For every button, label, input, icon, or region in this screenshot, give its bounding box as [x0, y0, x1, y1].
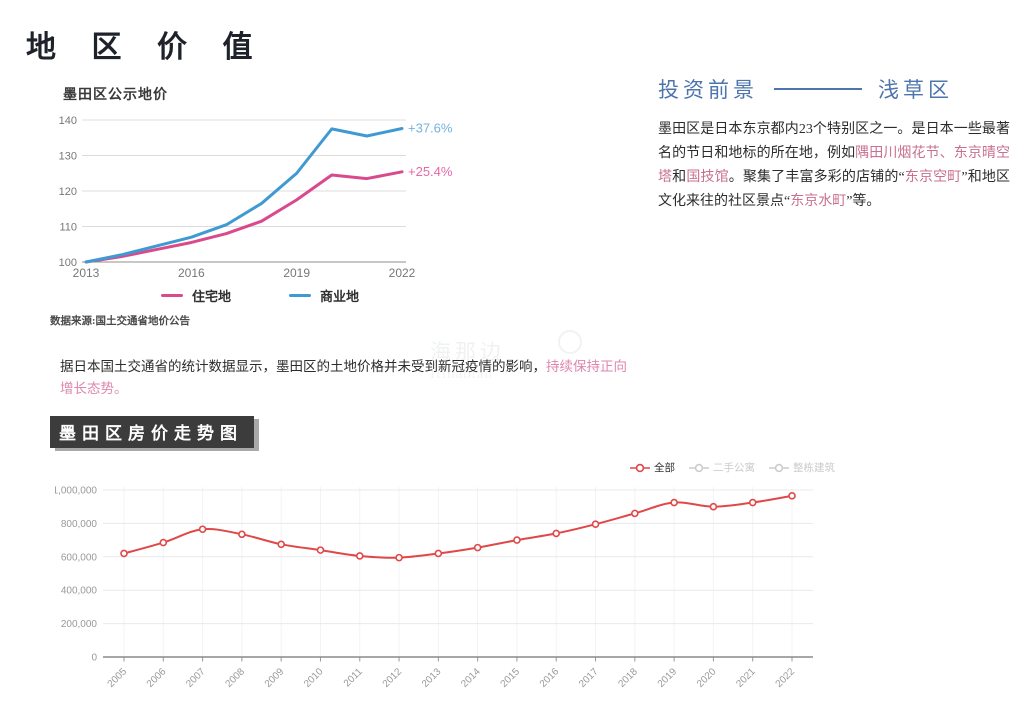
legend-line-circle-icon [689, 463, 709, 472]
highlighted-text-segment: 隅田川烟花节、东京晴空塔 [658, 146, 1011, 186]
svg-text:2013: 2013 [420, 666, 444, 690]
svg-text:+25.4%: +25.4% [408, 164, 453, 179]
svg-text:2021: 2021 [734, 666, 758, 690]
section-heading-right: 浅草区 [878, 78, 953, 102]
trend-legend-item-二手公寓[interactable]: 二手公寓 [689, 460, 755, 475]
svg-text:2009: 2009 [263, 666, 287, 690]
trend-chart-title-box: 墨田区房价走势图 [50, 416, 254, 448]
svg-text:2016: 2016 [178, 266, 205, 280]
growth-note: 据日本国土交通省的统计数据显示，墨田区的土地价格并未受到新冠疫情的影响，持续保持… [60, 356, 640, 400]
legend-label: 整栋建筑 [793, 462, 835, 474]
svg-text:2011: 2011 [342, 666, 365, 689]
svg-text:600,000: 600,000 [61, 552, 98, 563]
trend-chart: 2005 2006 2007 2008 2009 2010 2011 2012 2013 2014… [55, 486, 813, 690]
legend-label: 商业地 [320, 289, 360, 304]
heading-dash [774, 88, 862, 90]
legend-label: 二手公寓 [713, 462, 755, 474]
svg-text:2005: 2005 [106, 666, 130, 690]
svg-text:2008: 2008 [223, 666, 247, 690]
legend-line-circle-icon [769, 463, 789, 472]
trend-legend: 全部 二手公寓 整栋建筑 [630, 460, 835, 475]
trend-chart-title: 墨田区房价走势图 [59, 424, 243, 443]
svg-text:100: 100 [59, 257, 77, 269]
svg-text:2022: 2022 [389, 266, 416, 280]
intro-paragraph: 墨田区是日本东京都内23个特别区之一。是日本一些最著名的节日和地标的所在地，例如… [658, 118, 1010, 214]
legend-item-住宅地: 住宅地 [160, 286, 231, 305]
data-source-note: 数据来源:国土交通省地价公告 [50, 316, 190, 327]
text-segment: 据日本国土交通省的统计数据显示，墨田区的土地价格并未受到新冠疫情的影响， [60, 359, 546, 374]
svg-text:+37.6%: +37.6% [408, 121, 453, 136]
svg-text:110: 110 [59, 222, 77, 234]
svg-text:2017: 2017 [577, 666, 601, 690]
svg-text:0: 0 [91, 653, 97, 664]
svg-text:2010: 2010 [302, 666, 326, 690]
svg-text:800,000: 800,000 [61, 519, 98, 530]
text-segment: ”等。 [846, 194, 881, 210]
svg-text:2013: 2013 [73, 266, 100, 280]
legend-label: 全部 [654, 462, 675, 474]
svg-text:2022: 2022 [774, 666, 798, 690]
land-price-chart: 100 110 120 130 140 2013 2016 2019 2022 +25.4% +37… [59, 115, 453, 280]
svg-text:400,000: 400,000 [61, 586, 98, 597]
legend-line-icon [160, 294, 183, 297]
svg-text:1,000,000: 1,000,000 [55, 486, 97, 497]
highlighted-text-segment: 国技馆 [686, 170, 729, 186]
svg-text:130: 130 [59, 151, 77, 163]
highlighted-text-segment: 东京空町 [904, 170, 962, 186]
highlighted-text-segment: 东京水町 [790, 194, 847, 210]
svg-text:2015: 2015 [499, 666, 523, 690]
text-segment: 和 [672, 170, 687, 186]
svg-text:140: 140 [59, 115, 77, 127]
section-heading-left: 投资前景 [658, 78, 758, 102]
land-price-legend: 住宅地 商业地 [50, 286, 470, 305]
svg-text:2006: 2006 [145, 666, 169, 690]
trend-legend-item-全部[interactable]: 全部 [630, 460, 675, 475]
legend-line-circle-icon [630, 463, 650, 472]
svg-text:2007: 2007 [184, 666, 208, 690]
svg-text:2018: 2018 [616, 666, 640, 690]
svg-text:2019: 2019 [283, 266, 310, 280]
section-heading: 投资前景 浅草区 [658, 74, 953, 104]
highlighted-text-segment: 持续保持正向增长态势。 [60, 359, 627, 396]
text-segment: 。聚集了丰富多彩的店铺的“ [728, 170, 905, 186]
svg-text:120: 120 [59, 186, 77, 198]
text-segment: 墨田区是日本东京都内23个特别区之一。是日本一些最著名的节日和地标的所在地，例如 [658, 122, 1010, 162]
trend-legend-item-整栋建筑[interactable]: 整栋建筑 [769, 460, 835, 475]
page-title: 地 区 价 值 [26, 31, 267, 64]
svg-text:2016: 2016 [538, 666, 562, 690]
legend-label: 住宅地 [191, 289, 231, 304]
svg-text:2014: 2014 [459, 666, 483, 690]
text-segment: ”和地区文化来往的社区景点“ [658, 170, 1011, 210]
svg-text:2020: 2020 [695, 666, 719, 690]
land-price-chart-title: 墨田区公示地价 [63, 88, 168, 103]
watermark-logo-icon [558, 330, 582, 354]
svg-text:200,000: 200,000 [61, 619, 98, 630]
legend-item-商业地: 商业地 [289, 286, 359, 305]
svg-text:2019: 2019 [656, 666, 680, 690]
svg-text:2012: 2012 [381, 666, 405, 690]
legend-line-icon [289, 294, 311, 297]
